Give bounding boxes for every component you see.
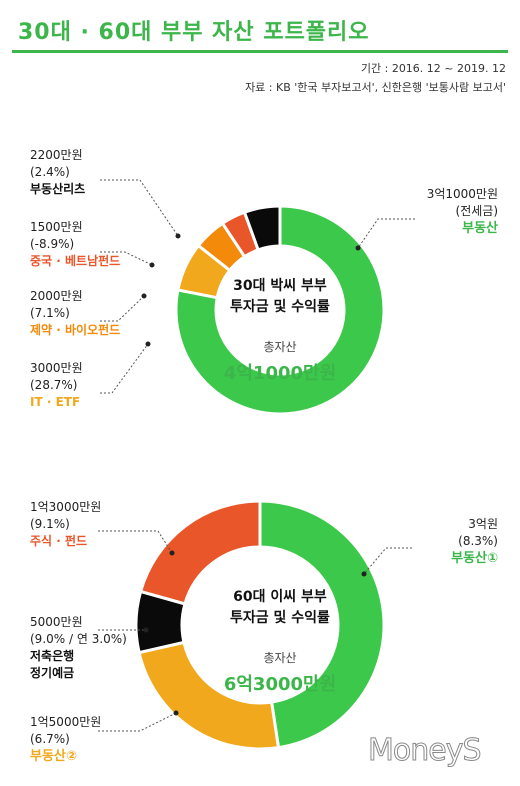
leader-realestate xyxy=(357,218,415,249)
label-it-detail: (28.7%) xyxy=(30,378,78,392)
dot-stocks xyxy=(169,550,175,556)
donut1-total-label: 총자산 xyxy=(263,340,297,354)
leader-stocks xyxy=(98,530,173,554)
label-it-amount: 3000만원 xyxy=(30,361,83,375)
label-re1-amount: 3억원 xyxy=(468,517,498,531)
label-reits-amount: 2200만원 xyxy=(30,148,83,162)
label-re2-amount: 1억5000만원 xyxy=(30,715,102,729)
donut2-total-value: 6억3000만원 xyxy=(223,674,337,695)
label-re2-name: 부동산② xyxy=(30,749,77,764)
label-stocks: 1억3000만원 (9.1%) 주식 · 펀드 xyxy=(30,499,101,550)
dot-reits xyxy=(175,233,181,239)
label-realestate-name: 부동산 xyxy=(462,221,498,236)
donut1-slice-4 xyxy=(242,204,282,252)
label-realestate-amount: 3억1000만원 xyxy=(426,187,498,201)
leader-lines xyxy=(98,179,415,732)
donut1-title-line1: 30대 박씨 부부 xyxy=(233,278,327,294)
dot-realestate xyxy=(355,245,361,251)
dot-pharma xyxy=(141,293,147,299)
label-stocks-detail: (9.1%) xyxy=(30,517,70,531)
label-stocks-name: 주식 · 펀드 xyxy=(30,534,88,548)
label-china-detail: (-8.9%) xyxy=(30,237,75,251)
donut-chart-60s xyxy=(134,499,386,751)
label-pharma: 2000만원 (7.1%) 제약 · 바이오펀드 xyxy=(30,288,120,339)
label-re2: 1억5000만원 (6.7%) 부동산② xyxy=(30,714,101,765)
dot-re2 xyxy=(173,710,179,716)
moneys-logo: MoneyS xyxy=(368,731,510,771)
label-re1-name: 부동산① xyxy=(451,551,498,566)
label-re2-detail: (6.7%) xyxy=(30,732,70,746)
donut-chart-30s xyxy=(174,204,386,416)
dot-it xyxy=(145,341,151,347)
label-pharma-name: 제약 · 바이오펀드 xyxy=(30,323,121,337)
label-reits-name: 부동산리츠 xyxy=(30,182,86,196)
leader-re2 xyxy=(98,712,177,732)
leader-re1 xyxy=(363,547,412,575)
donut2-slice-0 xyxy=(258,499,386,750)
donut2-title-line2: 투자금 및 수익률 xyxy=(230,610,330,626)
title-underline xyxy=(12,50,508,53)
label-stocks-amount: 1억3000만원 xyxy=(30,500,102,514)
donut1-title-line2: 투자금 및 수익률 xyxy=(230,299,330,315)
moneys-logo-text: MoneyS xyxy=(368,733,483,769)
leader-pharma xyxy=(100,295,145,322)
page-title: 30대 · 60대 부부 자산 포트폴리오 xyxy=(18,20,370,45)
leader-dots xyxy=(141,233,367,716)
leader-reits xyxy=(100,179,179,237)
leader-china xyxy=(100,251,153,266)
source-text: 자료 : KB '한국 부자보고서', 신한은행 '보통사람 보고서' xyxy=(245,81,506,94)
label-savings-amount: 5000만원 xyxy=(30,615,83,629)
label-savings-name2: 정기예금 xyxy=(30,666,75,680)
label-china-name: 중국 · 베트남펀드 xyxy=(30,254,121,268)
dot-savings xyxy=(143,627,149,633)
donut1-slice-0 xyxy=(174,204,386,416)
label-china: 1500만원 (-8.9%) 중국 · 베트남펀드 xyxy=(30,219,120,270)
period-text: 기간 : 2016. 12 ~ 2019. 12 xyxy=(360,62,506,75)
dot-re1 xyxy=(361,571,367,577)
donut1-center: 30대 박씨 부부 투자금 및 수익률 총자산 4억1000만원 xyxy=(180,276,380,385)
label-realestate-detail: (전세금) xyxy=(455,204,498,218)
label-re1: 3억원 (8.3%) 부동산① xyxy=(451,516,498,567)
label-china-amount: 1500만원 xyxy=(30,220,83,234)
label-it-name: IT · ETF xyxy=(30,395,81,409)
donut2-center: 60대 이씨 부부 투자금 및 수익률 총자산 6억3000만원 xyxy=(180,587,380,696)
label-re1-detail: (8.3%) xyxy=(458,534,498,548)
donut2-slice-3 xyxy=(138,499,262,606)
label-savings-name1: 저축은행 xyxy=(30,649,75,663)
donut2-total-label: 총자산 xyxy=(263,651,297,665)
label-savings-detail: (9.0% / 연 3.0%) xyxy=(30,632,127,646)
label-pharma-detail: (7.1%) xyxy=(30,306,70,320)
label-savings: 5000만원 (9.0% / 연 3.0%) 저축은행 정기예금 xyxy=(30,614,127,682)
donut1-total-value: 4억1000만원 xyxy=(223,363,337,384)
label-reits-detail: (2.4%) xyxy=(30,165,70,179)
label-realestate: 3억1000만원 (전세금) 부동산 xyxy=(427,186,498,237)
label-it: 3000만원 (28.7%) IT · ETF xyxy=(30,360,83,411)
label-reits: 2200만원 (2.4%) 부동산리츠 xyxy=(30,147,85,198)
dot-china xyxy=(149,262,155,268)
label-pharma-amount: 2000만원 xyxy=(30,289,83,303)
donut2-title-line1: 60대 이씨 부부 xyxy=(233,589,327,605)
leader-it xyxy=(100,343,149,394)
